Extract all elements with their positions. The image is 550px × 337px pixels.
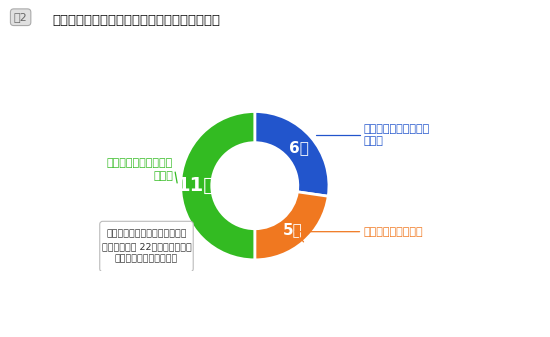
Text: 11点: 11点 — [177, 176, 216, 195]
Text: 5点: 5点 — [283, 222, 303, 238]
Text: 6点: 6点 — [289, 140, 309, 155]
Wedge shape — [255, 192, 328, 260]
Text: ニューロ調査とインタビューの発言の評価比較: ニューロ調査とインタビューの発言の評価比較 — [52, 14, 220, 27]
FancyBboxPatch shape — [100, 221, 193, 272]
Text: 両調査の評価が一致: 両調査の評価が一致 — [364, 227, 424, 237]
Text: 図2: 図2 — [14, 12, 28, 22]
Wedge shape — [255, 112, 329, 196]
Text: インタビューのほうが
高評価: インタビューのほうが 高評価 — [364, 124, 430, 147]
Text: ニューロ調査とインタビューの
発言がそろう 22点の事例を対象
にそれぞれの評価を比較: ニューロ調査とインタビューの 発言がそろう 22点の事例を対象 にそれぞれの評価… — [102, 229, 191, 264]
Text: ニューロ調査のほうが
高評価: ニューロ調査のほうが 高評価 — [107, 158, 173, 181]
Wedge shape — [180, 112, 255, 260]
